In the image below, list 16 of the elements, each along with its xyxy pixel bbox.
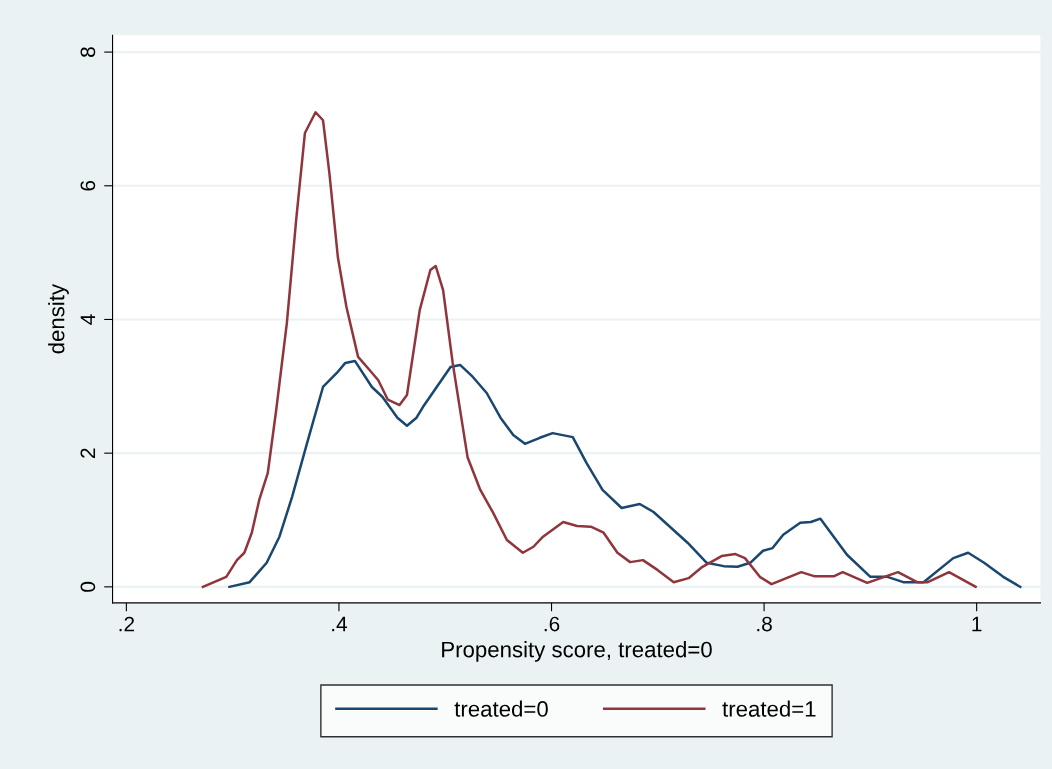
line-series xyxy=(228,359,1022,589)
legend-label: treated=0 xyxy=(454,700,548,717)
x-tick-label: .4 xyxy=(332,616,348,632)
y-tick-label: 0 xyxy=(80,581,96,592)
x-tick-label: .2 xyxy=(119,616,135,632)
x-tick-label: .8 xyxy=(757,616,772,632)
x-axis-title: Propensity score, treated=0 xyxy=(442,641,712,662)
y-tick-label: 4 xyxy=(80,314,96,325)
y-tick-label: 6 xyxy=(80,180,96,191)
line-series xyxy=(201,111,977,589)
y-axis-title: density xyxy=(48,283,69,354)
y-tick-label: 8 xyxy=(80,47,96,57)
x-tick-label: .6 xyxy=(544,616,560,632)
legend-label: treated=1 xyxy=(722,700,816,717)
x-tick-label: 1 xyxy=(972,616,982,632)
y-tick-label: 2 xyxy=(80,448,96,458)
